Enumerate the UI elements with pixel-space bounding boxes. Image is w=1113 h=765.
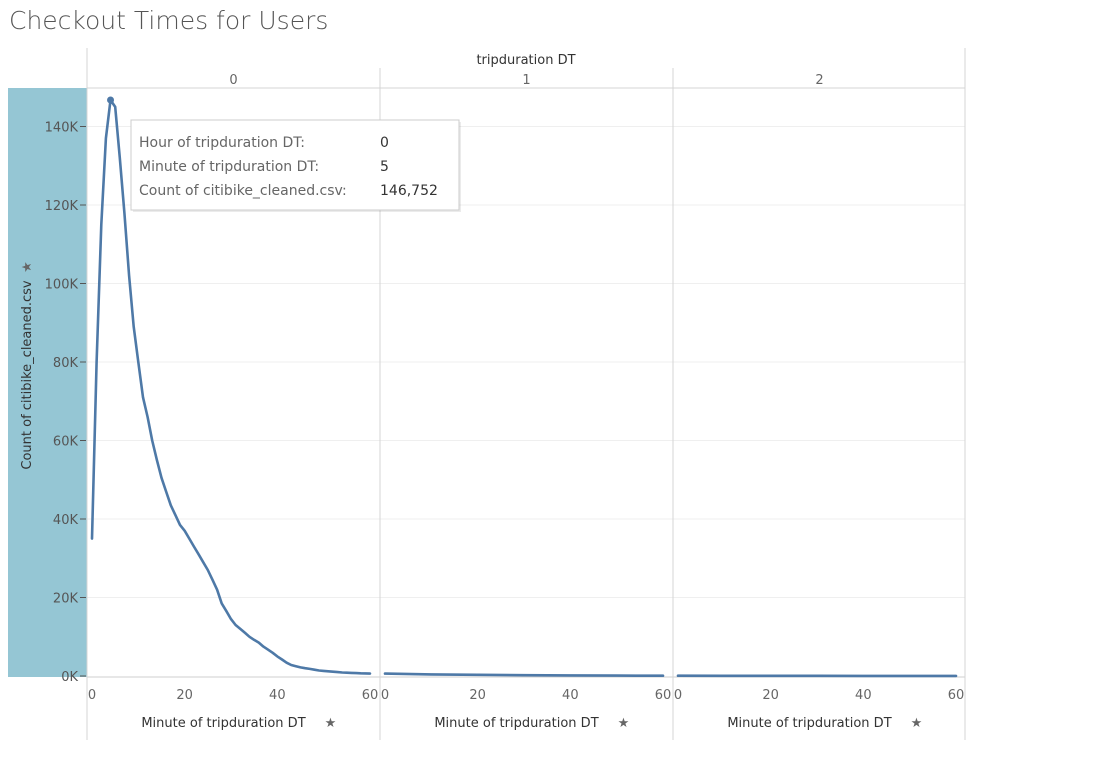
y-axis-band	[8, 88, 87, 677]
x-tick-label: 0	[674, 688, 682, 703]
y-tick-label: 80K	[53, 356, 79, 371]
panel-header: 1	[522, 73, 530, 88]
tooltip-label: Minute of tripduration DT:	[139, 159, 319, 175]
highlighted-point[interactable]	[107, 96, 115, 104]
pin-icon[interactable]: ★	[618, 716, 630, 731]
series-line[interactable]	[383, 672, 665, 678]
x-tick-label: 40	[562, 688, 579, 703]
x-tick-label: 60	[655, 688, 672, 703]
tooltip-label: Count of citibike_cleaned.csv:	[139, 183, 347, 199]
x-tick-label: 60	[362, 688, 379, 703]
x-tick-label: 40	[855, 688, 872, 703]
x-tick-label: 40	[269, 688, 286, 703]
x-tick-label: 60	[948, 688, 965, 703]
tooltip-value: 5	[380, 159, 389, 175]
y-tick-label: 0K	[61, 670, 78, 685]
tooltip-value: 0	[380, 135, 389, 151]
x-tick-label: 20	[176, 688, 193, 703]
x-tick-label: 20	[469, 688, 486, 703]
series-line[interactable]	[90, 98, 372, 675]
y-tick-label: 20K	[53, 592, 79, 607]
x-tick-label: 20	[762, 688, 779, 703]
pin-icon[interactable]: ★	[20, 261, 35, 273]
x-tick-label: 0	[381, 688, 389, 703]
tooltip	[130, 119, 460, 211]
x-tick-label: 0	[88, 688, 96, 703]
page-title: Checkout Times for Users	[9, 6, 329, 35]
panel-header: 2	[815, 73, 823, 88]
y-tick-label: 140K	[45, 121, 79, 136]
x-axis-label: Minute of tripduration DT	[434, 716, 598, 731]
panel-header: 0	[229, 73, 237, 88]
y-tick-label: 100K	[45, 278, 79, 293]
y-axis-label: Count of citibike_cleaned.csv	[20, 280, 35, 470]
tooltip-value: 146,752	[380, 183, 438, 199]
column-header-title: tripduration DT	[476, 53, 575, 68]
x-axis-label: Minute of tripduration DT	[727, 716, 891, 731]
y-tick-label: 120K	[45, 199, 79, 214]
y-tick-label: 60K	[53, 435, 79, 450]
y-tick-label: 40K	[53, 513, 79, 528]
pin-icon[interactable]: ★	[911, 716, 923, 731]
pin-icon[interactable]: ★	[325, 716, 337, 731]
tooltip-label: Hour of tripduration DT:	[139, 135, 305, 151]
x-axis-label: Minute of tripduration DT	[141, 716, 305, 731]
